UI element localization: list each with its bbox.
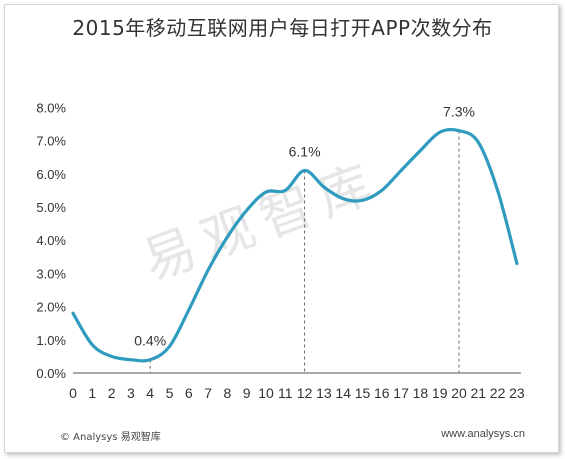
x-tick-label: 6 [185, 385, 193, 401]
x-tick-label: 7 [204, 385, 212, 401]
x-tick-label: 18 [413, 385, 429, 401]
x-tick-label: 10 [258, 385, 274, 401]
x-tick-label: 23 [509, 385, 525, 401]
x-tick-label: 16 [374, 385, 390, 401]
x-tick-label: 14 [335, 385, 351, 401]
footer-website: www.analysys.cn [441, 428, 525, 440]
y-tick-label: 4.0% [36, 233, 66, 248]
x-tick-label: 0 [69, 385, 77, 401]
footer-copyright: © Analysys 易观智库 [60, 432, 161, 443]
x-tick-label: 4 [146, 385, 154, 401]
x-tick-label: 20 [451, 385, 467, 401]
x-tick-label: 13 [316, 385, 332, 401]
y-tick-label: 1.0% [36, 333, 66, 348]
y-tick-label: 8.0% [36, 100, 66, 115]
watermark: 易观智库 [135, 151, 389, 292]
x-tick-label: 11 [278, 385, 293, 401]
x-tick-label: 17 [393, 385, 409, 401]
series-line [71, 127, 519, 363]
x-tick-label: 3 [127, 385, 135, 401]
y-tick-label: 3.0% [36, 266, 66, 281]
annotation-label: 6.1% [289, 143, 321, 159]
x-tick-label: 22 [490, 385, 506, 401]
annotation-label: 0.4% [134, 333, 166, 349]
x-tick-label: 2 [108, 385, 116, 401]
y-tick-label: 0.0% [36, 366, 66, 381]
chart-title: 2015年移动互联网用户每日打开APP次数分布 [72, 16, 493, 40]
chart-frame [4, 4, 559, 453]
x-tick-label: 12 [297, 385, 313, 401]
x-tick-label: 15 [355, 385, 371, 401]
x-tick-label: 9 [243, 385, 251, 401]
x-tick-label: 5 [166, 385, 174, 401]
y-tick-label: 5.0% [36, 200, 66, 215]
y-tick-label: 6.0% [36, 167, 66, 182]
annotation-label: 7.3% [443, 104, 475, 120]
y-tick-label: 7.0% [36, 134, 66, 149]
x-tick-label: 19 [432, 385, 448, 401]
x-tick-label: 21 [471, 385, 487, 401]
y-tick-label: 2.0% [36, 300, 66, 315]
x-tick-label: 8 [224, 385, 232, 401]
x-tick-label: 1 [88, 385, 96, 401]
